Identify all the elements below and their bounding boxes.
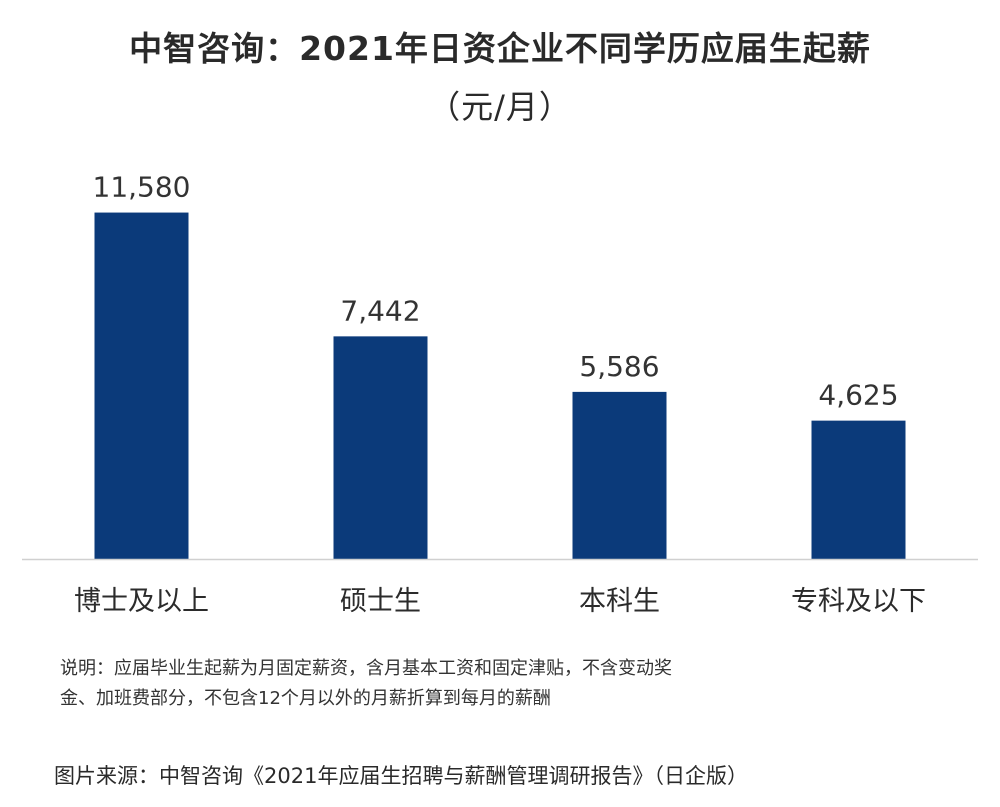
bar-value-label-2: 7,442 — [340, 294, 420, 327]
bar-2 — [333, 336, 428, 559]
bar-chart: 11,580 博士及以上 7,442 硕士生 5,586 本科生 4,625 专科及以下 — [22, 171, 978, 617]
bar-1 — [94, 212, 189, 559]
bar-3 — [572, 391, 667, 559]
bar-value-label-3: 5,586 — [579, 350, 659, 383]
bar-4 — [811, 420, 906, 559]
category-label-1: 博士及以上 — [74, 586, 209, 617]
category-label-2: 硕士生 — [340, 586, 421, 617]
image-source: 图片来源：中智咨询《2021年应届生招聘与薪酬管理调研报告》（日企版） — [54, 764, 748, 788]
chart-title: 中智咨询：2021年日资企业不同学历应届生起薪 — [129, 29, 871, 68]
note-line-1: 说明：应届毕业生起薪为月固定薪资，含月基本工资和固定津贴，不含变动奖 — [60, 658, 672, 679]
category-label-3: 本科生 — [579, 586, 660, 617]
note-line-2: 金、加班费部分，不包含12个月以外的月薪折算到每月的薪酬 — [60, 688, 551, 709]
chart-unit-subtitle: （元/月） — [428, 88, 572, 126]
category-label-4: 专科及以下 — [791, 586, 926, 617]
bar-value-label-4: 4,625 — [818, 379, 898, 412]
bar-value-label-1: 11,580 — [93, 171, 191, 204]
